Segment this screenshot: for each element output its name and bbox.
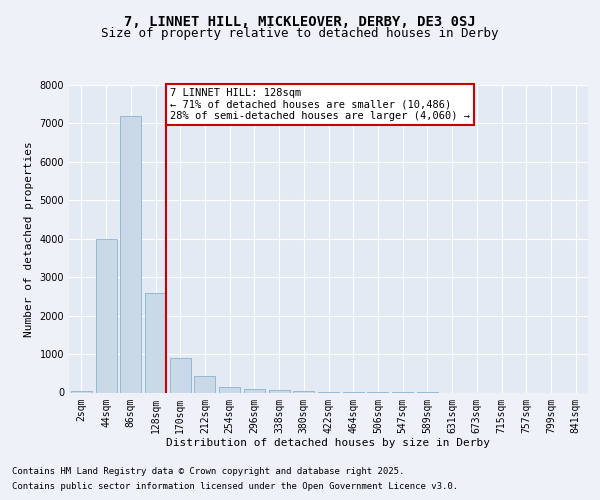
Bar: [293, 390, 314, 392]
Bar: [95, 239, 116, 392]
Text: Contains public sector information licensed under the Open Government Licence v3: Contains public sector information licen…: [12, 482, 458, 491]
Text: Size of property relative to detached houses in Derby: Size of property relative to detached ho…: [101, 28, 499, 40]
Text: Contains HM Land Registry data © Crown copyright and database right 2025.: Contains HM Land Registry data © Crown c…: [12, 467, 404, 476]
Bar: [219, 386, 240, 392]
Bar: [71, 390, 92, 392]
Bar: [244, 388, 265, 392]
Y-axis label: Number of detached properties: Number of detached properties: [24, 141, 34, 336]
X-axis label: Distribution of detached houses by size in Derby: Distribution of detached houses by size …: [167, 438, 491, 448]
Bar: [145, 292, 166, 392]
Bar: [170, 358, 191, 392]
Bar: [120, 116, 141, 392]
Bar: [194, 376, 215, 392]
Text: 7 LINNET HILL: 128sqm
← 71% of detached houses are smaller (10,486)
28% of semi-: 7 LINNET HILL: 128sqm ← 71% of detached …: [170, 88, 470, 122]
Bar: [269, 390, 290, 392]
Text: 7, LINNET HILL, MICKLEOVER, DERBY, DE3 0SJ: 7, LINNET HILL, MICKLEOVER, DERBY, DE3 0…: [124, 15, 476, 29]
